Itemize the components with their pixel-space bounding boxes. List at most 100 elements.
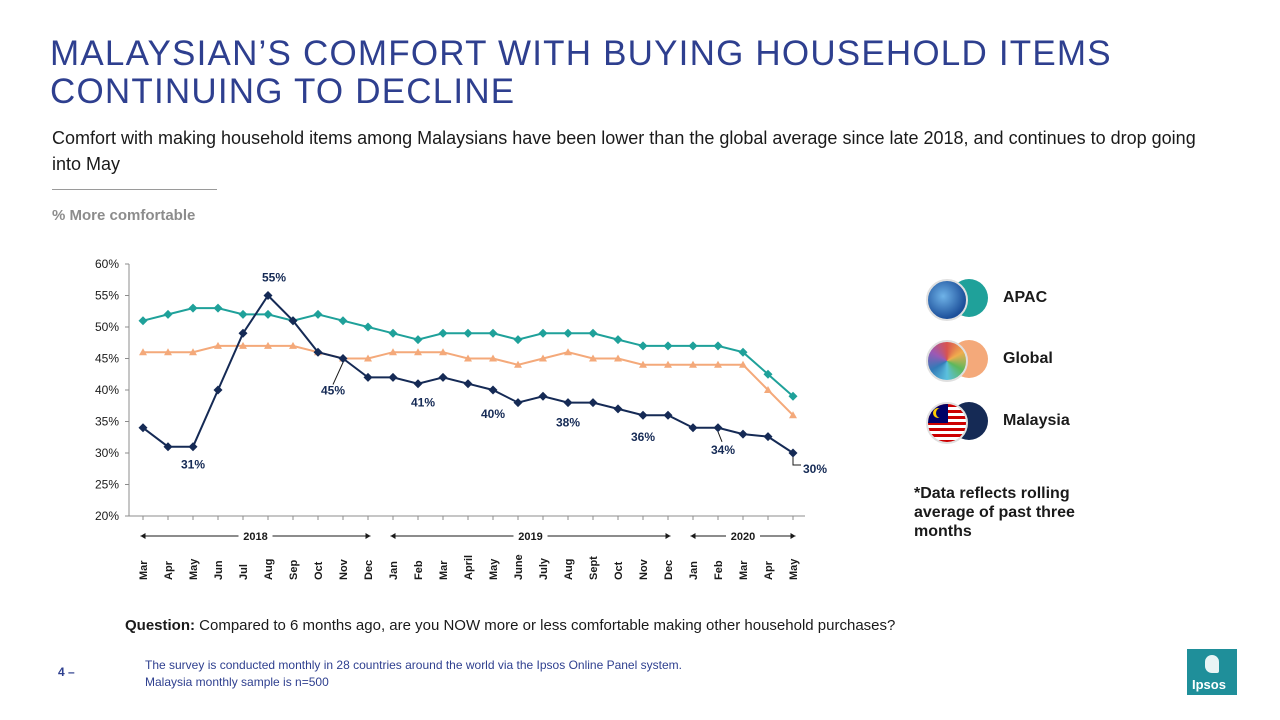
data-point-malaysia (288, 316, 298, 326)
x-tick-label: June (513, 554, 525, 580)
legend-item-global: Global (926, 340, 1126, 382)
legend-item-apac: APAC (926, 279, 1126, 321)
ipsos-logo-mark-icon (1205, 655, 1219, 673)
data-label: 36% (631, 430, 655, 444)
data-point-apac (563, 328, 573, 338)
y-tick-label: 30% (95, 446, 119, 460)
malaysia-flag-icon (926, 402, 968, 444)
data-point-global (514, 360, 522, 368)
divider (52, 189, 217, 190)
x-tick-label: Sep (288, 560, 300, 580)
data-point-malaysia (688, 423, 698, 433)
legend-label-apac: APAC (1003, 289, 1048, 306)
year-label-bg (238, 529, 273, 542)
data-point-apac (363, 322, 373, 332)
x-tick-label: Feb (413, 560, 425, 580)
legend-label-malaysia: Malaysia (1003, 412, 1070, 429)
x-tick-label: Oct (613, 561, 625, 580)
data-point-malaysia (188, 442, 198, 452)
page-number: 4 – (58, 665, 75, 679)
x-tick-label: Dec (363, 560, 375, 580)
globe-asia-icon (926, 279, 968, 321)
x-tick-label: Feb (713, 560, 725, 580)
data-point-global (364, 354, 372, 362)
unit-label: % More comfortable (52, 207, 196, 224)
data-point-malaysia (563, 398, 573, 408)
data-label: 31% (181, 458, 205, 472)
data-point-global (714, 360, 722, 368)
data-point-malaysia (388, 372, 398, 382)
data-point-apac (438, 328, 448, 338)
x-tick-label: Jun (213, 560, 225, 580)
data-point-malaysia (638, 410, 648, 420)
x-tick-label: May (788, 558, 800, 580)
data-label-leader (717, 431, 723, 442)
x-tick-label: May (488, 558, 500, 580)
y-tick-label: 35% (95, 415, 119, 429)
data-point-global (789, 411, 797, 419)
data-point-global (414, 348, 422, 356)
data-point-malaysia (788, 448, 798, 458)
data-point-apac (163, 309, 173, 319)
x-tick-label: Jan (388, 561, 400, 580)
data-point-apac (213, 303, 223, 313)
data-point-malaysia (238, 328, 248, 338)
data-point-apac (588, 328, 598, 338)
page-title: MALAYSIAN’S COMFORT WITH BUYING HOUSEHOL… (50, 34, 1112, 111)
data-point-apac (338, 316, 348, 326)
data-point-malaysia (263, 291, 273, 300)
data-label-leader (792, 457, 801, 466)
data-point-apac (513, 335, 523, 345)
survey-question: Question: Compared to 6 months ago, are … (125, 617, 895, 634)
data-point-malaysia (313, 347, 323, 357)
footnote: The survey is conducted monthly in 28 co… (145, 657, 682, 691)
data-point-malaysia (488, 385, 498, 395)
data-point-global (439, 348, 447, 356)
data-label: 34% (711, 443, 735, 457)
data-label-leader (332, 362, 344, 385)
year-bracket-arrow-left (390, 533, 396, 539)
ipsos-logo: Ipsos (1187, 649, 1237, 695)
x-tick-label: Sept (588, 556, 600, 580)
data-point-apac (313, 309, 323, 319)
data-point-apac (463, 328, 473, 338)
data-point-malaysia (463, 379, 473, 389)
data-point-apac (613, 335, 623, 345)
x-tick-label: Oct (313, 561, 325, 580)
logo-text: Ipsos (1192, 677, 1226, 692)
data-point-global (764, 386, 772, 393)
year-bracket-arrow-right (365, 533, 371, 539)
year-bracket-arrow-left (690, 533, 696, 539)
page-subtitle: Comfort with making household items amon… (52, 128, 1196, 174)
data-point-apac (713, 341, 723, 351)
data-point-malaysia (763, 432, 773, 442)
data-point-global (264, 341, 272, 349)
data-note: *Data reflects rolling average of past t… (914, 485, 1075, 540)
year-label: 2020 (731, 531, 755, 543)
question-label: Question: (125, 617, 195, 634)
data-point-global (214, 341, 222, 349)
data-point-malaysia (613, 404, 623, 414)
data-point-apac (388, 328, 398, 338)
x-tick-label: Jul (238, 564, 250, 580)
year-bracket-arrow-left (140, 533, 146, 539)
year-label: 2019 (518, 531, 542, 543)
data-point-global (589, 354, 597, 362)
year-label-bg (513, 529, 548, 542)
x-tick-label: Aug (263, 559, 275, 580)
year-bracket-arrow-right (790, 533, 796, 539)
x-tick-label: July (538, 557, 550, 580)
data-point-global (564, 348, 572, 356)
legend-item-malaysia: Malaysia (926, 402, 1126, 444)
data-point-malaysia (513, 398, 523, 408)
data-label: 55% (262, 271, 286, 285)
y-tick-label: 40% (95, 383, 119, 397)
x-tick-label: Apr (163, 560, 175, 580)
data-point-apac (238, 309, 248, 319)
data-label: 40% (481, 407, 505, 421)
data-point-global (489, 354, 497, 362)
data-point-malaysia (338, 354, 348, 363)
y-tick-label: 50% (95, 320, 119, 334)
data-point-global (239, 341, 247, 349)
